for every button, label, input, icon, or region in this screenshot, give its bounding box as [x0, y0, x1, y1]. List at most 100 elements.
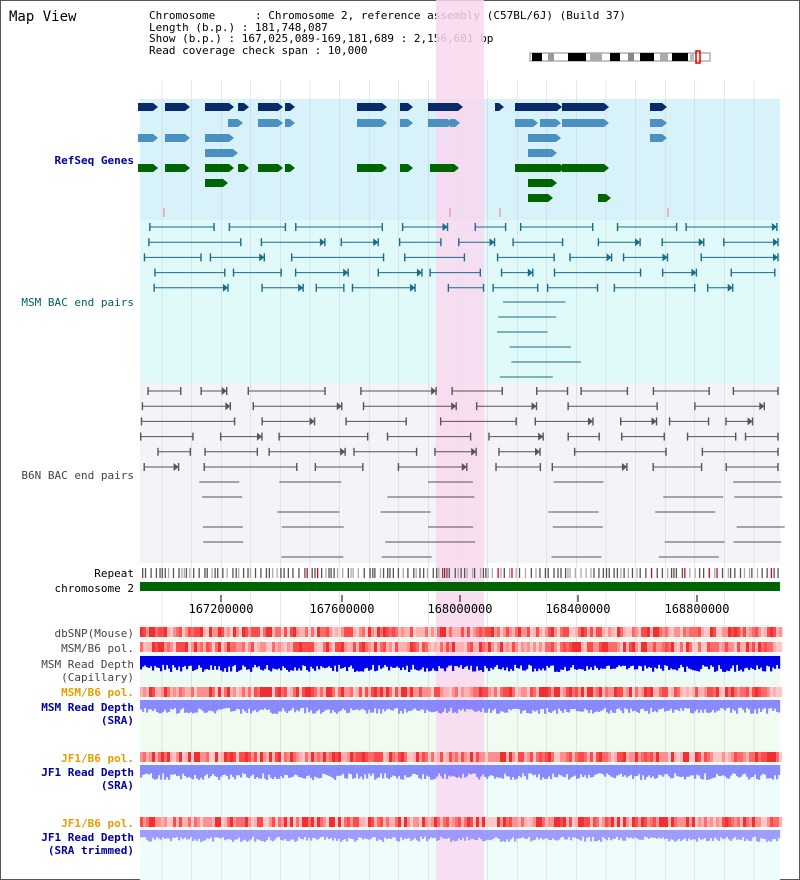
track-label-repeat[interactable]: Repeat — [94, 567, 134, 580]
msm-b6-pol-sra-bin — [368, 687, 372, 697]
dbsnp-bin — [368, 627, 372, 637]
dbsnp-bin — [458, 627, 462, 637]
msm-depth-sra-bin — [576, 700, 579, 712]
track-label-refseq[interactable]: RefSeq Genes — [54, 154, 134, 167]
jf1-depth-trim-bin — [776, 830, 779, 842]
msm-b6-pol-sra-bin — [188, 687, 192, 697]
dbsnp-bin — [749, 627, 753, 637]
track-label-jf1-depth-sra[interactable]: JF1 Read Depth — [41, 766, 134, 779]
msm-depth-sra-bin — [668, 700, 671, 711]
jf1-depth-trim-bin — [366, 830, 369, 840]
msm-depth-capillary-bin — [456, 656, 459, 667]
jf1-depth-sra-bin — [324, 765, 327, 775]
jf1-depth-sra-bin — [594, 765, 597, 775]
jf1-b6-pol-trim-bin — [689, 817, 693, 827]
track-label-msm-depth-cap[interactable]: MSM Read Depth — [41, 658, 134, 671]
jf1-depth-sra-bin — [676, 765, 679, 776]
msm-b6-pol-sra-bin — [323, 687, 327, 697]
msm-depth-sra-bin — [742, 700, 745, 710]
jf1-b6-pol-bin — [473, 752, 477, 762]
dbsnp-bin — [665, 627, 669, 637]
track-label-msm-depth-sra[interactable]: MSM Read Depth — [41, 701, 134, 714]
jf1-depth-trim-bin — [156, 830, 159, 838]
repeat-element — [650, 568, 653, 578]
msm-b6-pol-bin — [725, 642, 729, 652]
jf1-b6-pol-trim-bin — [173, 817, 177, 827]
jf1-depth-sra-bin — [154, 765, 157, 780]
jf1-depth-trim-bin — [482, 830, 485, 842]
track-label-b6n-bac[interactable]: B6N BAC end pairs — [21, 469, 134, 482]
jf1-depth-trim-bin — [288, 830, 291, 842]
jf1-depth-sra-bin — [454, 765, 457, 777]
msm-depth-sra-bin — [758, 700, 761, 709]
track-label-jf1-b6-pol-2[interactable]: JF1/B6 pol. — [61, 817, 134, 830]
jf1-b6-pol-bin — [611, 752, 615, 762]
msm-b6-pol-bin — [434, 642, 438, 652]
jf1-depth-trim-bin — [630, 830, 633, 838]
msm-depth-capillary-bin — [560, 656, 563, 670]
jf1-b6-pol-trim-bin — [554, 817, 558, 827]
jf1-depth-sra-bin — [470, 765, 473, 775]
msm-depth-sra-bin — [488, 700, 491, 709]
jf1-b6-pol-trim-bin — [479, 817, 483, 827]
msm-depth-sra-bin — [404, 700, 407, 709]
jf1-depth-sra-bin — [144, 765, 147, 775]
msm-depth-capillary-bin — [402, 656, 405, 668]
track-label-msm-b6-pol-1[interactable]: MSM/B6 pol. — [61, 642, 134, 655]
msm-b6-pol-sra-bin — [410, 687, 414, 697]
gene-arrow — [153, 103, 158, 111]
msm-depth-sra-bin — [292, 700, 295, 708]
msm-depth-capillary-bin — [204, 656, 207, 670]
jf1-b6-pol-trim-bin — [275, 817, 279, 827]
msm-b6-pol-bin — [665, 642, 669, 652]
msm-depth-sra-bin — [180, 700, 183, 710]
gene-arrow — [662, 134, 667, 142]
jf1-depth-sra-bin — [382, 765, 385, 779]
track-label-dbsnp[interactable]: dbSNP(Mouse) — [54, 627, 134, 640]
track-label-jf1-depth-trim[interactable]: JF1 Read Depth — [41, 831, 134, 844]
dbsnp-bin — [407, 627, 411, 637]
bac-end-arrow — [759, 402, 765, 411]
jf1-b6-pol-trim-bin — [476, 817, 480, 827]
track-label-msm-bac[interactable]: MSM BAC end pairs — [21, 296, 134, 309]
msm-b6-pol-bin — [614, 642, 618, 652]
jf1-depth-sra-bin — [464, 765, 467, 778]
jf1-depth-trim-bin — [248, 830, 251, 841]
jf1-depth-sra-bin — [766, 765, 769, 779]
msm-b6-pol-sra-bin — [155, 687, 159, 697]
jf1-depth-sra-bin — [706, 765, 709, 780]
jf1-depth-trim-bin — [176, 830, 179, 837]
jf1-b6-pol-bin — [524, 752, 528, 762]
jf1-b6-pol-trim-bin — [170, 817, 174, 827]
jf1-depth-sra-bin — [172, 765, 175, 775]
msm-depth-capillary-bin — [774, 656, 777, 669]
dbsnp-bin — [632, 627, 636, 637]
jf1-b6-pol-trim-bin — [389, 817, 393, 827]
msm-depth-sra-bin — [412, 700, 415, 710]
repeat-element — [247, 568, 249, 578]
jf1-depth-sra-bin — [272, 765, 275, 780]
jf1-b6-pol-trim-bin — [407, 817, 411, 827]
jf1-depth-sra-bin — [590, 765, 593, 778]
track-label-msm-b6-pol-2[interactable]: MSM/B6 pol. — [61, 686, 134, 699]
msm-b6-pol-bin — [218, 642, 222, 652]
msm-depth-capillary-bin — [242, 656, 245, 666]
repeat-element — [756, 568, 759, 578]
jf1-b6-pol-trim-bin — [710, 817, 714, 827]
jf1-b6-pol-trim-bin — [245, 817, 249, 827]
jf1-depth-trim-bin — [232, 830, 235, 842]
dbsnp-bin — [209, 627, 213, 637]
jf1-depth-sra-bin — [762, 765, 765, 774]
repeat-element — [330, 568, 332, 578]
msm-b6-pol-sra-bin — [374, 687, 378, 697]
jf1-depth-sra-bin — [472, 765, 475, 774]
msm-b6-pol-bin — [356, 642, 360, 652]
jf1-depth-sra-bin — [216, 765, 219, 778]
dbsnp-bin — [509, 627, 513, 637]
track-label-jf1-b6-pol-1[interactable]: JF1/B6 pol. — [61, 752, 134, 765]
msm-b6-pol-bin — [311, 642, 315, 652]
jf1-b6-pol-bin — [383, 752, 387, 762]
msm-depth-sra-bin — [428, 700, 431, 712]
repeat-element — [464, 568, 466, 578]
